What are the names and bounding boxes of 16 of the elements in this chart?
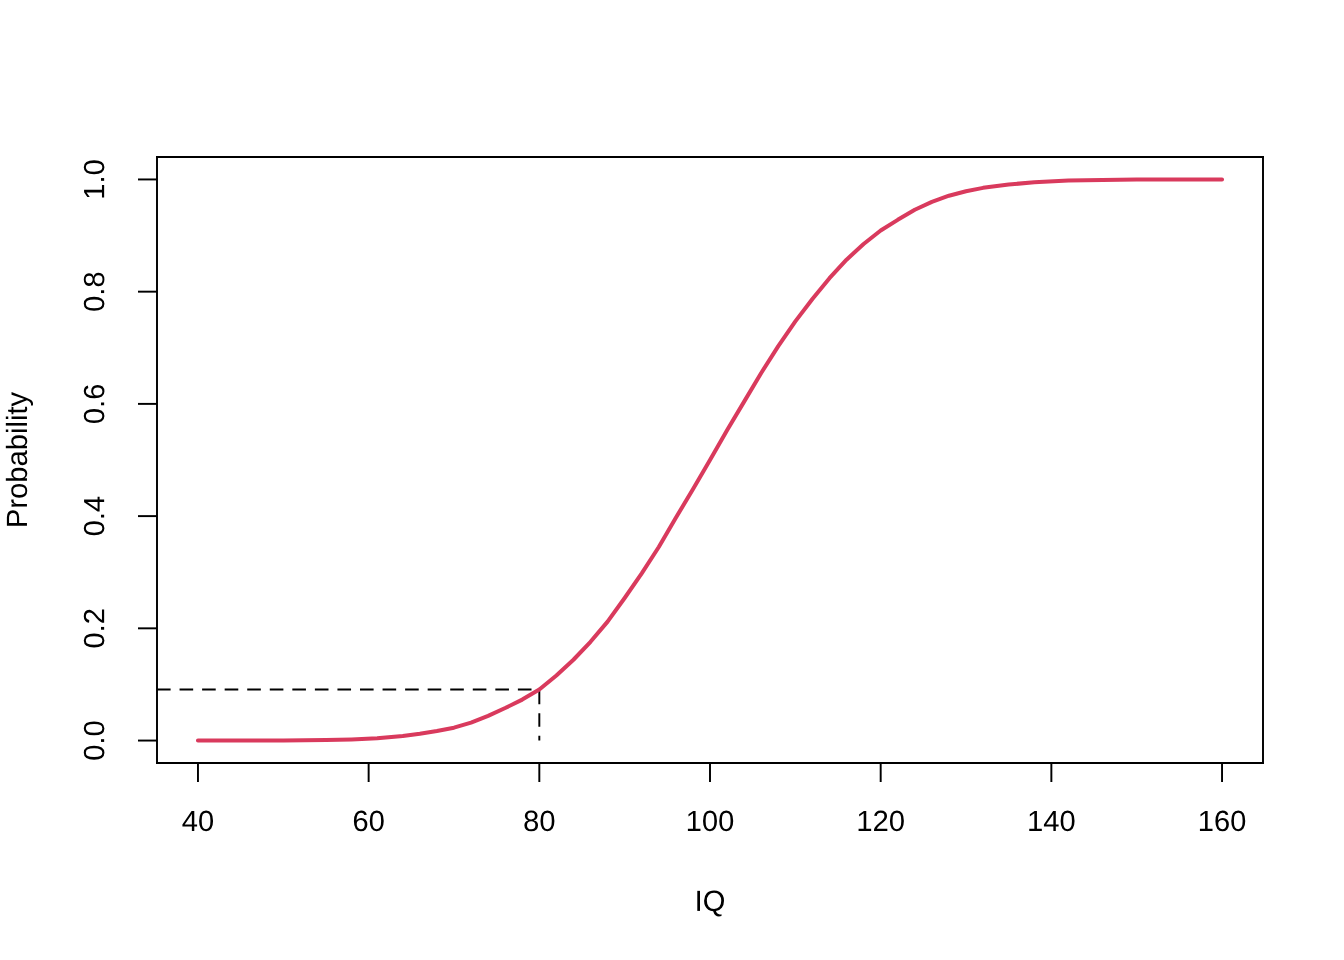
y-tick-label: 0.4	[83, 496, 105, 536]
x-tick-label: 140	[1029, 810, 1075, 832]
y-tick-label: 0.6	[83, 384, 105, 424]
x-tick-label: 40	[182, 810, 214, 832]
y-tick-label: 1.0	[83, 160, 105, 198]
x-tick-label: 80	[524, 810, 555, 832]
x-axis-title: IQ	[697, 890, 724, 917]
x-tick-label: 60	[353, 810, 384, 832]
y-tick-label: 0.0	[83, 721, 105, 760]
x-tick-label: 160	[1199, 810, 1246, 832]
y-tick-label: 0.2	[83, 609, 105, 648]
y-tick-label: 0.8	[83, 272, 105, 311]
y-axis-title: Probability	[5, 391, 34, 526]
line-series	[195, 177, 1225, 743]
x-tick-label: 100	[687, 810, 734, 832]
x-tick-label: 120	[858, 810, 904, 832]
